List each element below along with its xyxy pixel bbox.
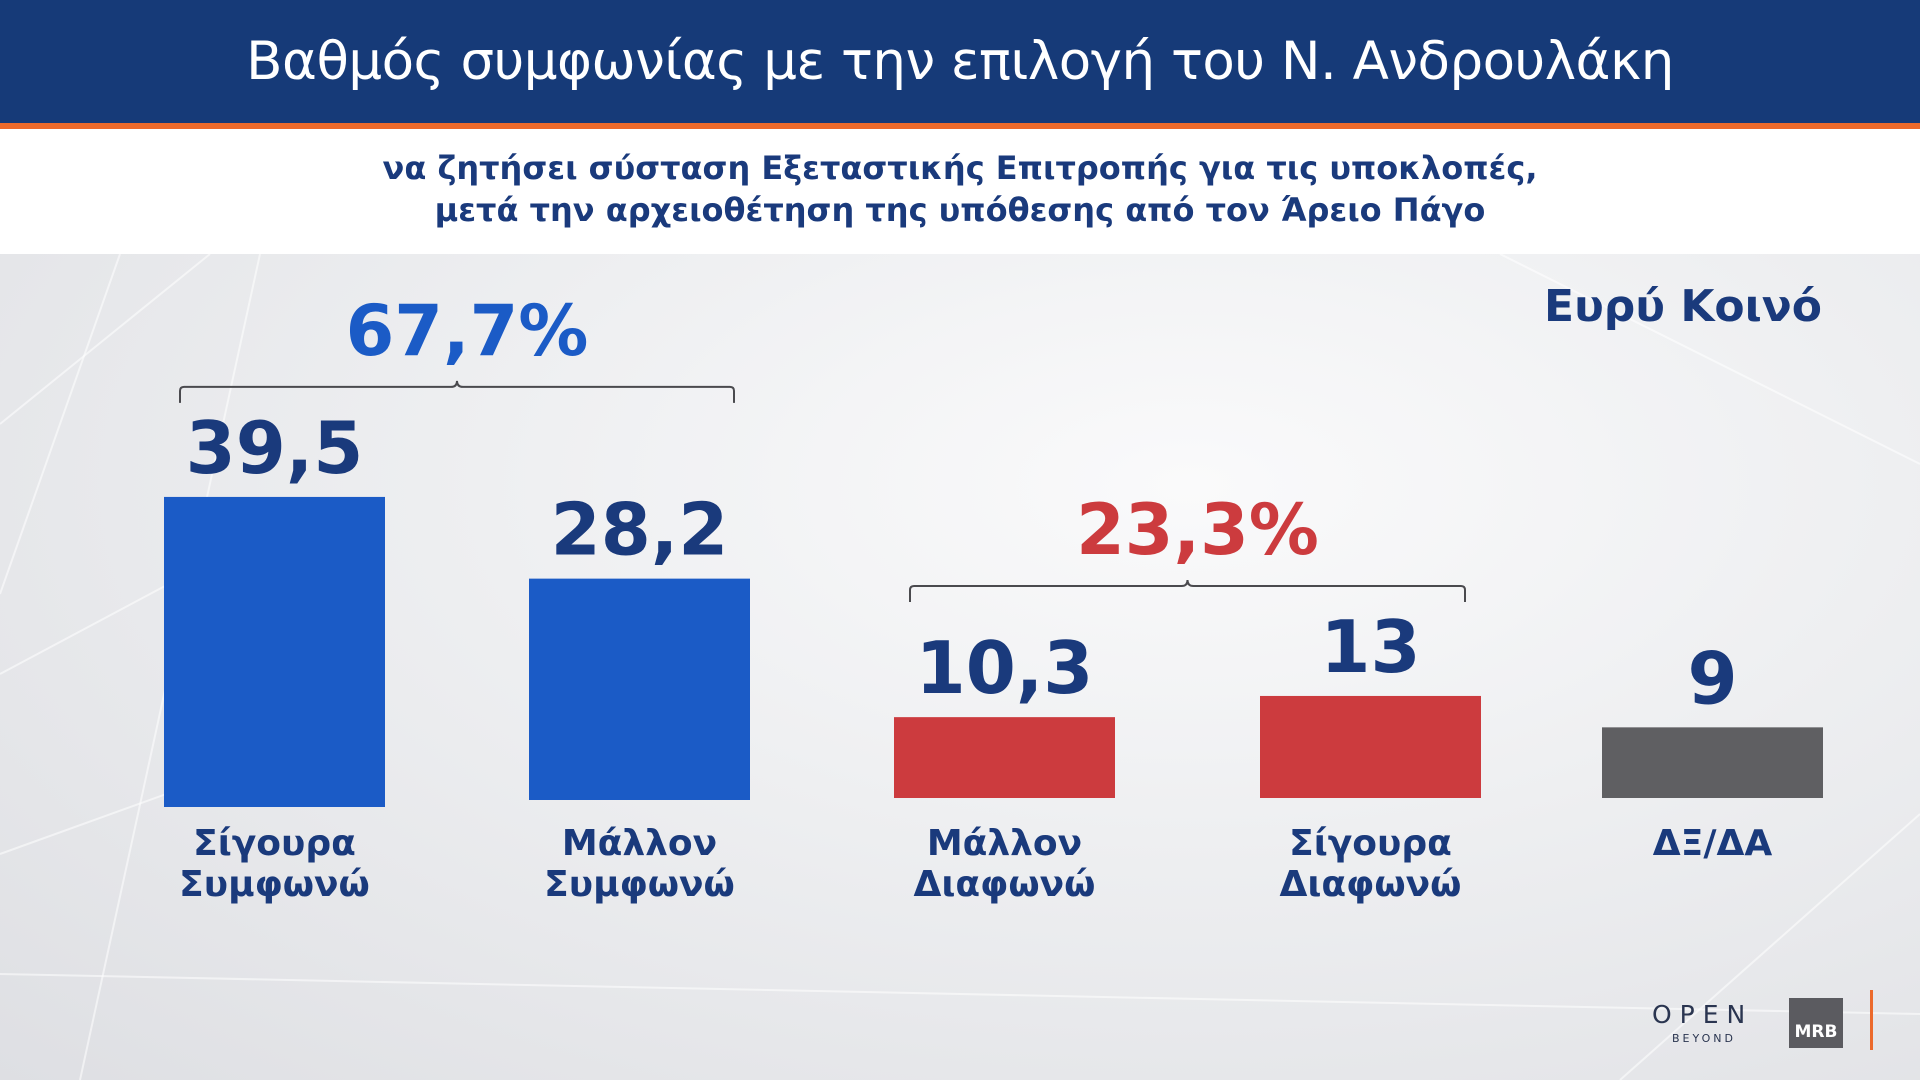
category-label-2-0: Μάλλον bbox=[927, 823, 1082, 864]
bar-0 bbox=[164, 496, 385, 807]
audience-label: Ευρύ Κοινό bbox=[1544, 281, 1822, 332]
category-label-3-0: Σίγουρα bbox=[1289, 823, 1452, 864]
header-accent-line bbox=[0, 123, 1920, 129]
bar-3 bbox=[1260, 695, 1481, 798]
logo-divider bbox=[1870, 990, 1873, 1050]
category-label-2-1: Διαφωνώ bbox=[914, 864, 1096, 905]
value-label-4: 9 bbox=[1687, 636, 1737, 720]
bar-4 bbox=[1602, 727, 1823, 798]
category-label-0-0: Σίγουρα bbox=[193, 823, 356, 864]
subtitle-band: να ζητήσει σύσταση Εξεταστικής Επιτροπής… bbox=[0, 129, 1920, 254]
category-label-1-1: Συμφωνώ bbox=[544, 864, 735, 905]
chart-title: Βαθμός συμφωνίας με την επιλογή του Ν. Α… bbox=[246, 31, 1674, 92]
open-logo: OPEN bbox=[1652, 1000, 1754, 1029]
bar-1 bbox=[529, 578, 750, 800]
category-label-1-0: Μάλλον bbox=[562, 823, 717, 864]
value-label-3: 13 bbox=[1320, 605, 1420, 689]
value-label-1: 28,2 bbox=[551, 488, 729, 572]
background-decoration bbox=[0, 254, 1920, 1080]
group-total-1: 23,3% bbox=[1076, 489, 1319, 571]
header-bar bbox=[0, 0, 1920, 123]
bar-chart: 67,7%23,3% 39,528,210,3 13 9 ΣίγουραΣυμφων… bbox=[164, 290, 1823, 905]
bar-2 bbox=[894, 717, 1115, 798]
value-label-2: 10,3 bbox=[916, 626, 1094, 710]
category-label-0-1: Συμφωνώ bbox=[179, 864, 370, 905]
open-logo-sub: BEYOND bbox=[1672, 1032, 1736, 1045]
value-label-0: 39,5 bbox=[186, 406, 364, 490]
category-label-4-0: ΔΞ/ΔΑ bbox=[1653, 823, 1773, 864]
category-label-3-1: Διαφωνώ bbox=[1280, 864, 1462, 905]
group-bracket-0 bbox=[179, 380, 735, 403]
subtitle-line-1: να ζητήσει σύσταση Εξεταστικής Επιτροπής… bbox=[382, 149, 1538, 187]
group-total-0: 67,7% bbox=[346, 290, 589, 372]
chart-area: Ευρύ Κοινό 67,7% 23,3% 39,5 28,2 10,3 13 9 Σί… bbox=[0, 254, 1920, 1080]
group-bracket-1 bbox=[909, 579, 1466, 602]
subtitle-line-2: μετά την αρχειοθέτηση της υπόθεσης από τ… bbox=[434, 191, 1486, 229]
mrb-logo: MRB bbox=[1789, 998, 1843, 1048]
